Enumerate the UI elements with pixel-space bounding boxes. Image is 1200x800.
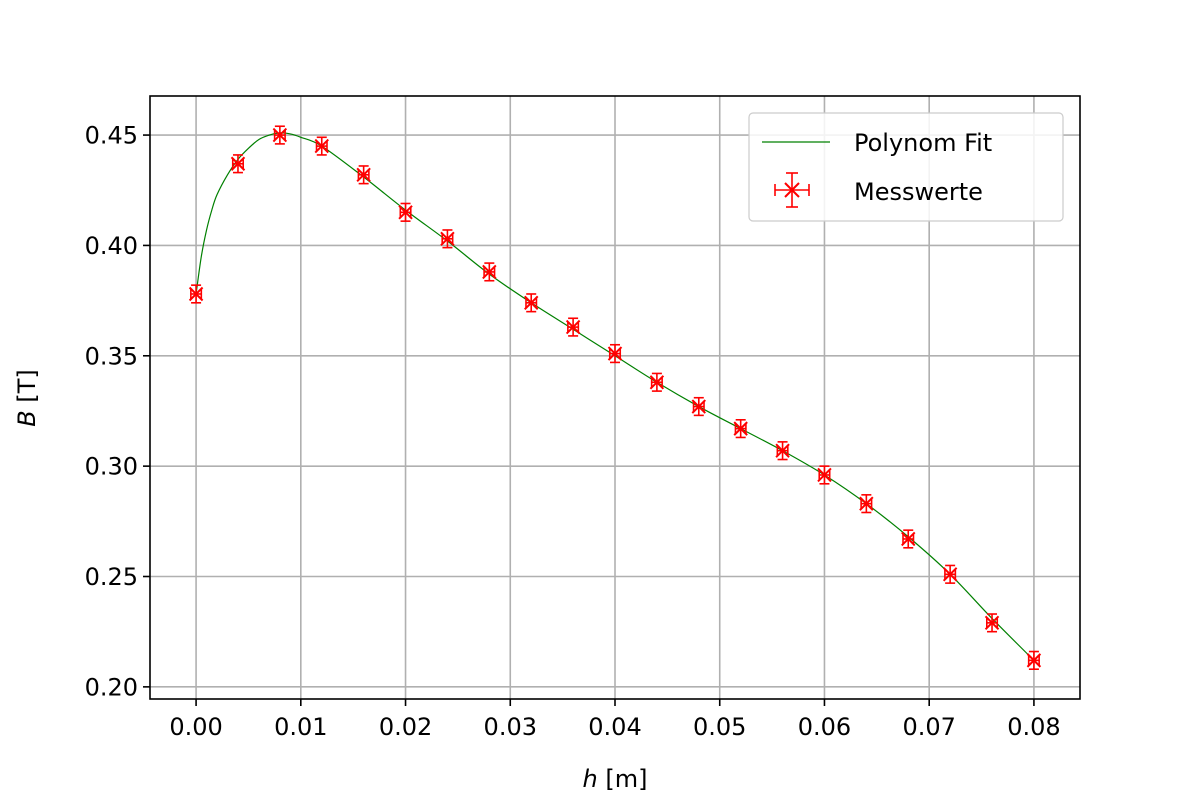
measurement-point (565, 317, 581, 337)
x-marker-stroke (1026, 653, 1042, 668)
x-marker-stroke (440, 231, 455, 247)
x-marker-stroke (314, 138, 329, 154)
measurement-point (775, 441, 790, 461)
measurement-point (314, 136, 329, 156)
measurement-point (942, 564, 958, 584)
x-tick-label: 0.06 (798, 713, 851, 741)
legend-box (748, 112, 1064, 222)
measurement-point (230, 154, 246, 174)
x-marker-stroke (188, 286, 204, 302)
x-tick-label: 0.02 (379, 713, 432, 741)
x-marker-stroke (230, 156, 246, 171)
x-axis-label-var: h (583, 765, 598, 793)
y-tick-label: 0.20 (85, 673, 138, 701)
measurement-point (356, 165, 371, 185)
measurement-point (691, 396, 706, 417)
x-marker-stroke (942, 567, 958, 582)
x-marker-stroke (565, 319, 581, 335)
x-tick-label: 0.07 (902, 713, 955, 741)
y-axis-label: B [T] (13, 369, 41, 426)
y-axis-label-unit: [T] (13, 369, 41, 410)
x-marker-stroke (691, 399, 706, 414)
x-tick-label: 0.00 (169, 713, 222, 741)
y-tick-label: 0.40 (85, 232, 138, 260)
x-tick-label: 0.03 (484, 713, 537, 741)
measurement-point (733, 418, 748, 439)
x-axis-label: h [m] (583, 765, 648, 793)
x-marker-stroke (398, 205, 413, 220)
measurement-point (272, 125, 288, 145)
x-marker-stroke (901, 531, 916, 547)
measurement-point (607, 343, 623, 364)
measurement-point (482, 262, 497, 282)
measurement-point (901, 529, 916, 549)
y-tick-label: 0.35 (85, 342, 138, 370)
measurement-point (984, 613, 1000, 633)
measurement-point (398, 202, 413, 222)
y-tick-label: 0.25 (85, 563, 138, 591)
x-marker-stroke (524, 295, 539, 311)
measurement-point (440, 229, 455, 249)
measurement-point (524, 293, 539, 313)
measurement-point (1026, 650, 1042, 671)
measurement-point (859, 494, 874, 514)
x-marker-stroke (649, 375, 665, 390)
legend: Polynom Fit Messwerte (748, 112, 1064, 222)
x-marker-stroke (733, 421, 748, 436)
measurement-point (649, 372, 665, 392)
legend-measurement-sample (774, 172, 810, 208)
x-marker-stroke (482, 264, 497, 280)
x-tick-label: 0.08 (1007, 713, 1060, 741)
grid (150, 96, 1080, 699)
legend-measurement-label: Messwerte (854, 178, 983, 206)
measurement-point (188, 284, 204, 304)
x-axis-label-unit: [m] (598, 765, 648, 793)
measurement-point (817, 465, 832, 485)
x-marker-stroke (859, 496, 874, 511)
measurement-points-layer (188, 125, 1042, 671)
x-tick-label: 0.04 (588, 713, 641, 741)
x-marker-stroke (272, 127, 288, 143)
y-axis-label-var: B (13, 410, 41, 426)
x-marker-stroke (817, 467, 832, 483)
axis-ticks: 0.00 0.01 0.02 0.03 0.04 0.05 0.06 0.07 0.08 0.20… (85, 122, 1061, 741)
x-marker-stroke (607, 346, 623, 361)
y-tick-label: 0.30 (85, 453, 138, 481)
x-tick-label: 0.05 (693, 713, 746, 741)
y-tick-label: 0.45 (85, 122, 138, 150)
x-marker-stroke (984, 615, 1000, 631)
x-marker-stroke (775, 443, 790, 458)
x-marker-stroke (356, 167, 371, 183)
x-tick-label: 0.01 (274, 713, 327, 741)
legend-fit-label: Polynom Fit (854, 129, 992, 157)
